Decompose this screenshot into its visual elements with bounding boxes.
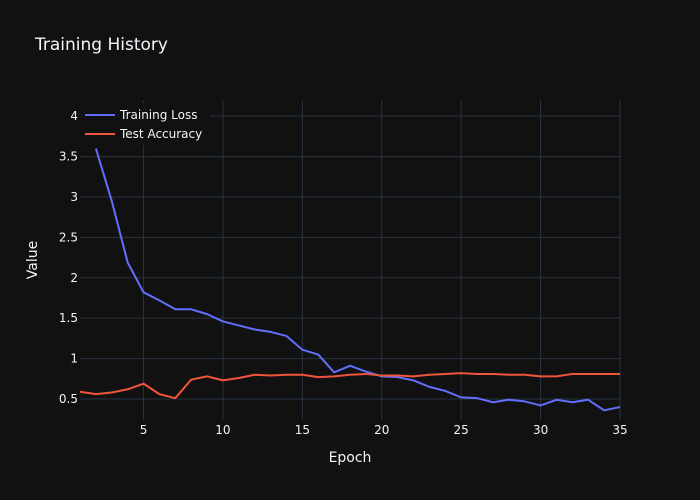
series-line-test-accuracy[interactable]: [79, 372, 620, 400]
series-layer: [79, 148, 621, 412]
legend-background: [80, 103, 210, 145]
x-tick-label: 15: [295, 423, 310, 437]
y-axis-title: Value: [25, 241, 41, 279]
y-tick-label: 4: [70, 109, 78, 123]
y-tick-label: 3: [70, 190, 78, 204]
x-tick-label: 30: [533, 423, 548, 437]
y-tick-label: 3.5: [59, 150, 78, 164]
y-tick-label: 0.5: [59, 392, 78, 406]
legend[interactable]: Training Loss Test Accuracy: [80, 103, 210, 145]
y-tick-label: 1.5: [59, 311, 78, 325]
x-tick-label: 20: [374, 423, 389, 437]
grid-layer: [80, 100, 621, 420]
chart-title: Training History: [34, 35, 168, 55]
legend-label-test-accuracy[interactable]: Test Accuracy: [119, 127, 202, 141]
x-axis-title: Epoch: [329, 450, 372, 466]
x-tick-label: 5: [140, 423, 148, 437]
x-tick-label: 35: [612, 423, 627, 437]
y-tick-label: 1: [70, 352, 78, 366]
y-tick-label: 2: [70, 271, 78, 285]
y-tick-label: 2.5: [59, 230, 78, 244]
legend-label-training-loss[interactable]: Training Loss: [119, 108, 197, 122]
series-line-training-loss[interactable]: [94, 148, 621, 412]
x-tick-label: 10: [215, 423, 230, 437]
ticks-layer: 0.5 1 1.5 2 2.5 3 3.5 4 5 10 15 20 25 30 35: [59, 109, 628, 437]
x-tick-label: 25: [454, 423, 469, 437]
